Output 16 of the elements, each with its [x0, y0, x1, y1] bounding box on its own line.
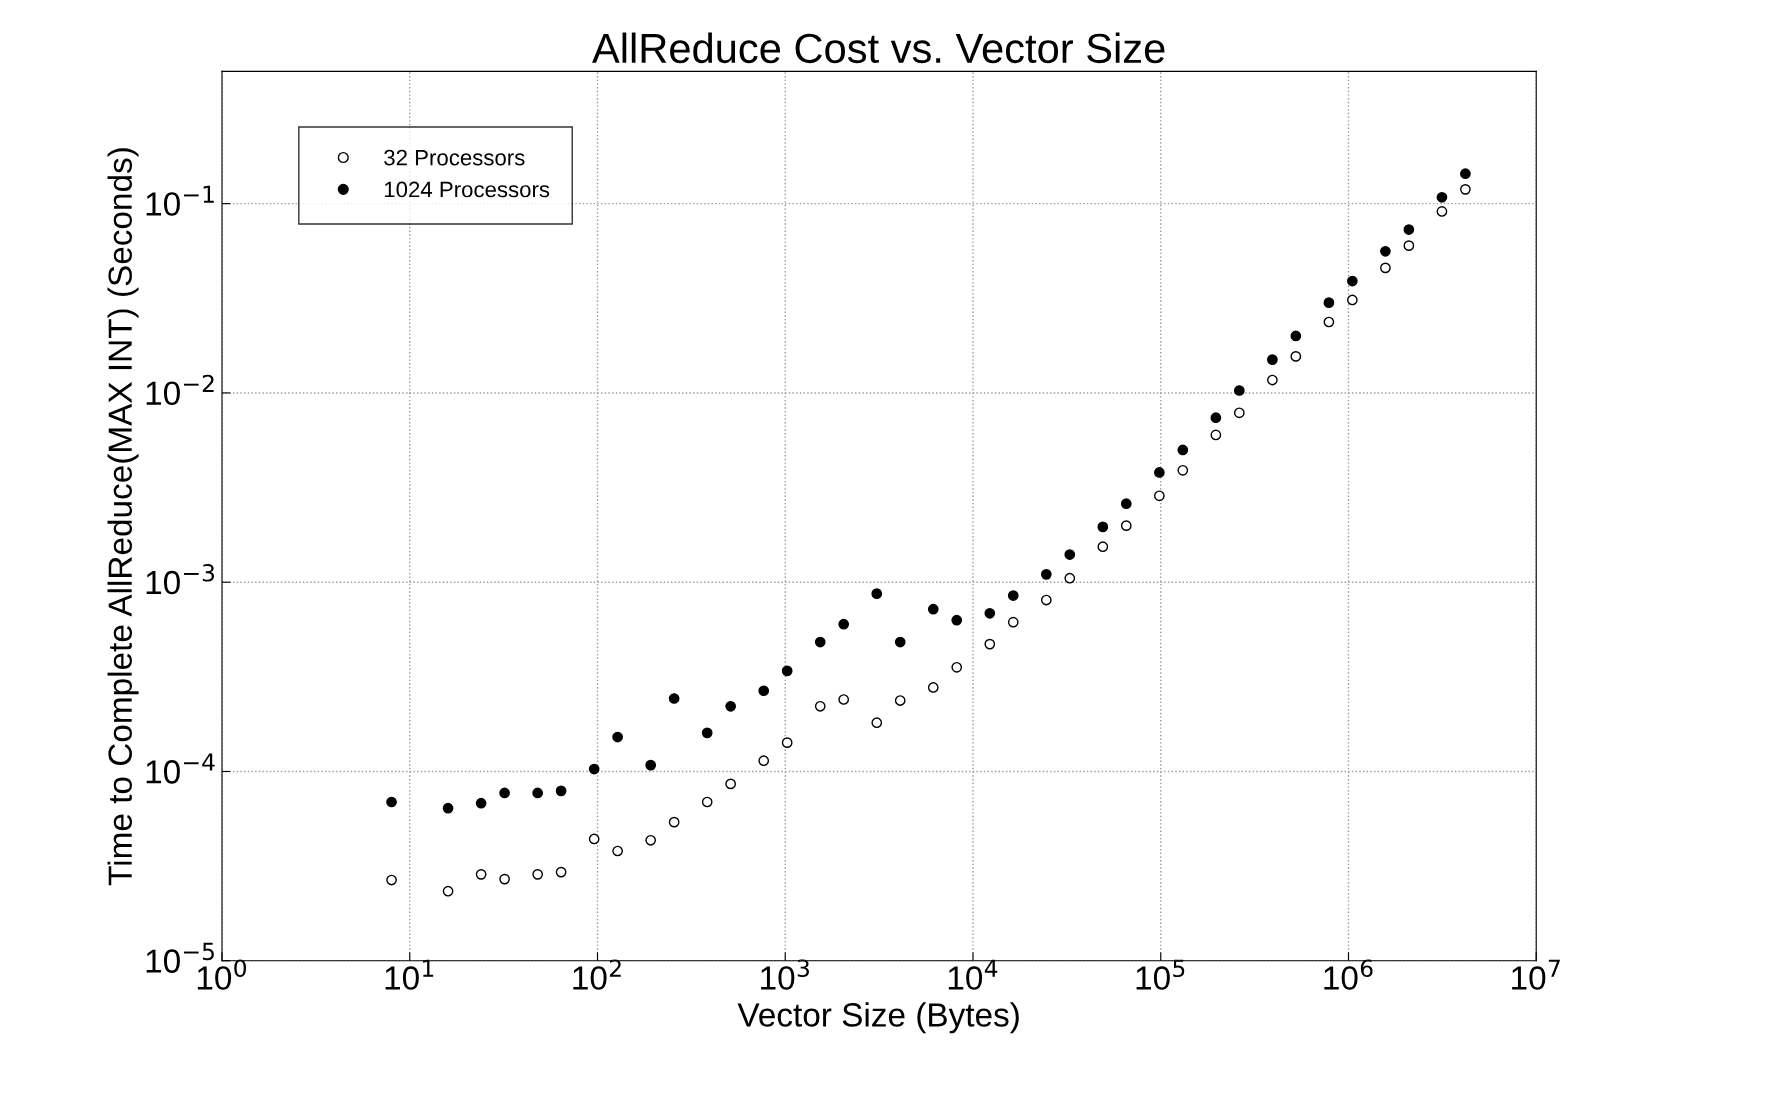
x-axis-title: Vector Size (Bytes) — [737, 1002, 1019, 1034]
x-tick-label: 10$^{7}$ — [1512, 959, 1560, 990]
legend-label: 1024 Processors — [384, 181, 550, 198]
legend-label: 32 Processors — [384, 149, 525, 166]
x-tick-label: 10$^{2}$ — [573, 959, 621, 990]
y-tick-label: 10$^{−2}$ — [146, 374, 214, 406]
x-tick-label: 10$^{4}$ — [948, 959, 998, 990]
x-tick-label: 10$^{1}$ — [385, 959, 434, 990]
x-tick-label: 10$^{3}$ — [761, 959, 809, 990]
x-tick-label: 10$^{6}$ — [1324, 959, 1373, 990]
y-axis-title: Time to Complete AllReduce(MAX INT) (Seconds) — [107, 148, 139, 886]
y-tick-label: 10$^{−1}$ — [146, 185, 214, 216]
chart-title: AllReduce Cost vs. Vector Size — [592, 32, 1165, 64]
x-tick-label: 10$^{5}$ — [1136, 959, 1185, 990]
y-tick-label: 10$^{−4}$ — [146, 753, 215, 784]
y-tick-label: 10$^{−3}$ — [146, 563, 215, 595]
